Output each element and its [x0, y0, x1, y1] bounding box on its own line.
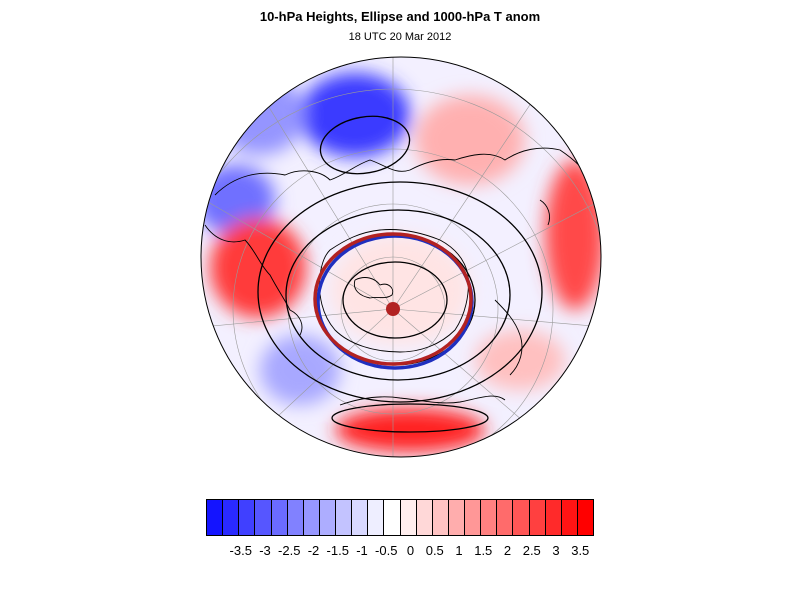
colorbar-swatch: [239, 500, 256, 535]
colorbar-swatch: [255, 500, 272, 535]
colorbar-labels: -3.5 -3 -2.5 -2 -1.5 -1 -0.5 0 0.5 1 1.5 2 2.5 3 3.5: [0, 543, 800, 561]
height-contour-4: [257, 181, 543, 403]
colorbar-tick-label: 0.5: [425, 543, 444, 558]
height-contour-south: [331, 403, 489, 433]
colorbar-swatch: [577, 500, 593, 535]
colorbar-swatch: [465, 500, 482, 535]
colorbar-tick-label: -3.5: [229, 543, 252, 558]
anomaly-warm-east: [545, 160, 601, 310]
height-contours: [257, 115, 543, 433]
colorbar-tick-label: -1.5: [326, 543, 349, 558]
colorbar-swatch: [207, 500, 224, 535]
anomaly-warm-pole: [330, 235, 470, 345]
colorbar-swatch: [287, 500, 304, 535]
colorbar-tick-label: 1: [455, 543, 463, 558]
height-contour-1: [342, 261, 448, 339]
ellipse-overlay: [313, 232, 474, 370]
colorbar-swatch: [545, 500, 562, 535]
colorbar-tick-label: -1: [356, 543, 368, 558]
colorbar-swatch: [303, 500, 320, 535]
colorbar-swatch: [481, 500, 498, 535]
map-subtitle: 18 UTC 20 Mar 2012: [348, 31, 452, 43]
colorbar-swatch: [384, 500, 401, 535]
anomaly-cold-north: [300, 73, 410, 157]
colorbar-swatch: [223, 500, 240, 535]
colorbar-tick-label: -2.5: [278, 543, 301, 558]
colorbar-swatch: [400, 500, 417, 535]
colorbar-tick-label: -3: [259, 543, 271, 558]
height-contour-3: [285, 209, 511, 381]
colorbar-swatch: [336, 500, 353, 535]
height-contour-north-low: [319, 115, 411, 175]
colorbar-swatch: [529, 500, 546, 535]
colorbar-swatch: [432, 500, 449, 535]
colorbar-tick-label: 3.5: [571, 543, 590, 558]
ellipse-center-marker: [386, 302, 400, 316]
colorbar-swatch: [497, 500, 514, 535]
map-disc-border: [200, 56, 602, 458]
colorbar-swatch: [271, 500, 288, 535]
colorbar-tick-label: -0.5: [375, 543, 398, 558]
colorbar-swatch: [352, 500, 369, 535]
colorbar-swatch: [513, 500, 530, 535]
colorbar-tick-label: 2.5: [522, 543, 541, 558]
colorbar-tick-label: -2: [307, 543, 320, 558]
ellipse-red: [313, 232, 473, 366]
colorbar-tick-label: 1.5: [474, 543, 493, 558]
colorbar-swatch: [448, 500, 465, 535]
anomaly-field: [201, 57, 601, 457]
colorbar-tick-label: 3: [552, 543, 560, 558]
colorbar: [206, 499, 594, 536]
anomaly-warm-south: [335, 408, 485, 452]
anomaly-warm-northeast: [415, 95, 525, 185]
colorbar-swatch: [368, 500, 385, 535]
colorbar-swatch: [319, 500, 336, 535]
colorbar-swatch: [416, 500, 433, 535]
colorbar-swatch: [561, 500, 578, 535]
colorbar-tick-label: 0: [406, 543, 415, 558]
map-title: 10-hPa Heights, Ellipse and 1000-hPa T a…: [259, 9, 541, 24]
coastlines: [204, 147, 596, 406]
colorbar-tick-label: 2: [503, 543, 512, 558]
